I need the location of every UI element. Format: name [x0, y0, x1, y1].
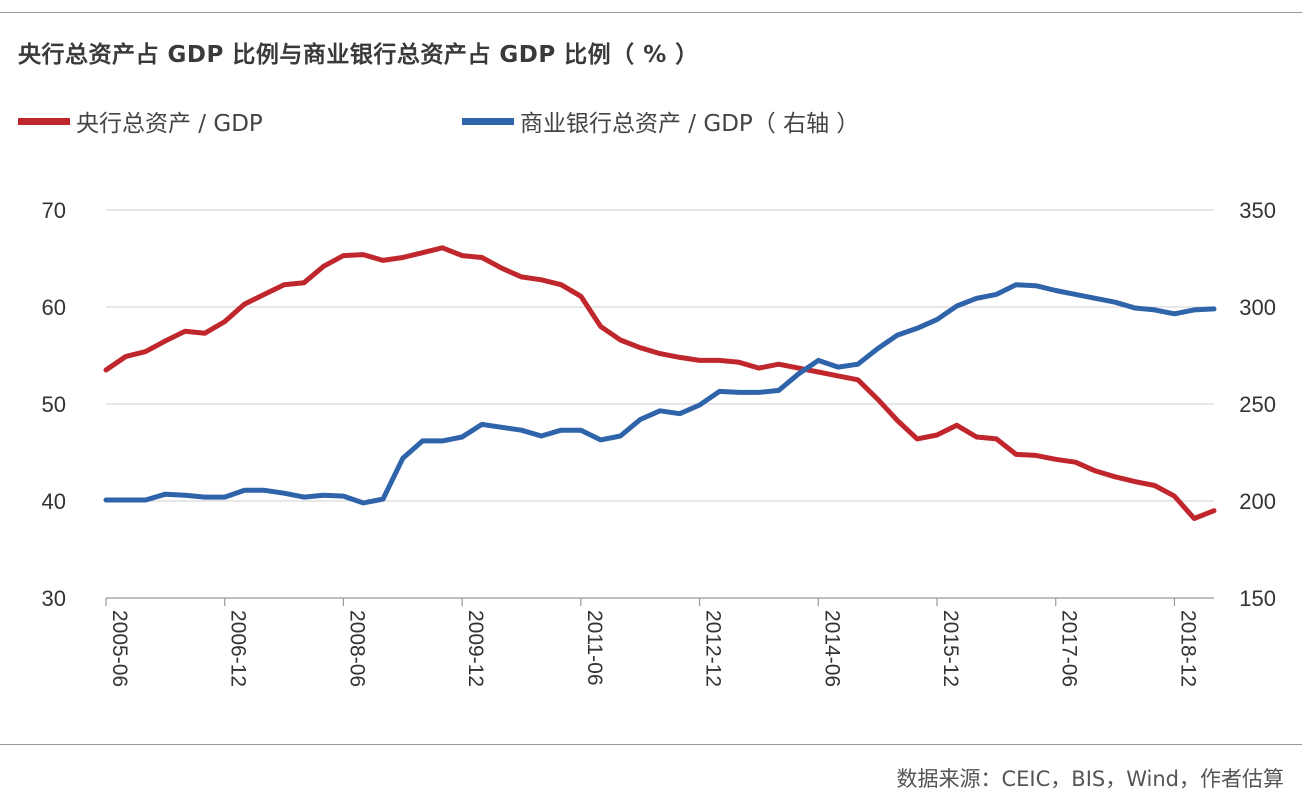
legend-item-central-bank: 央行总资产 / GDP	[18, 104, 263, 138]
x-tick-label: 2012-12	[702, 610, 725, 687]
chart-title: 央行总资产占 GDP 比例与商业银行总资产占 GDP 比例（ % ）	[18, 42, 699, 68]
x-tick-label: 2006-12	[227, 610, 250, 687]
legend-swatch-commercial-bank	[462, 117, 514, 125]
left-y-tick-label: 60	[42, 295, 66, 320]
x-tick-label: 2005-06	[108, 610, 131, 687]
left-y-tick-label: 30	[42, 586, 66, 611]
left-y-tick-label: 50	[42, 392, 66, 417]
series-lines	[103, 245, 1217, 521]
legend-label-central-bank: 央行总资产 / GDP	[76, 111, 263, 137]
legend-label-commercial-bank: 商业银行总资产 / GDP（ 右轴 ）	[520, 111, 860, 137]
right-y-tick-label: 350	[1239, 198, 1276, 223]
x-tick-label: 2017-06	[1058, 610, 1081, 687]
x-tick-label: 2008-06	[345, 610, 368, 687]
top-divider	[0, 12, 1302, 13]
line-chart: 30 40 50 60 70 150 200 250 300 350 2005-06 2006-12 2…	[42, 198, 1276, 687]
legend-swatch-central-bank	[18, 117, 70, 125]
right-y-tick-label: 150	[1239, 586, 1276, 611]
bottom-divider	[0, 744, 1302, 745]
legend-item-commercial-bank: 商业银行总资产 / GDP（ 右轴 ）	[462, 104, 859, 138]
series-line-central-bank	[103, 245, 1217, 521]
right-y-tick-label: 200	[1239, 489, 1276, 514]
x-tick-label: 2015-12	[939, 610, 962, 687]
x-tick-label: 2018-12	[1176, 610, 1199, 687]
axes: 30 40 50 60 70 150 200 250 300 350 2005-06 2006-12 2…	[42, 198, 1276, 687]
x-tick-label: 2011-06	[583, 610, 606, 686]
gridlines	[106, 209, 1214, 502]
left-y-tick-label: 40	[42, 489, 66, 514]
right-y-tick-label: 300	[1239, 295, 1276, 320]
right-y-tick-label: 250	[1239, 392, 1276, 417]
left-y-tick-label: 70	[42, 198, 66, 223]
source-note: 数据来源：CEIC，BIS，Wind，作者估算	[896, 767, 1285, 791]
x-tick-label: 2014-06	[820, 610, 843, 687]
series-line-commercial-bank	[103, 282, 1217, 506]
x-tick-label: 2009-12	[464, 610, 487, 687]
